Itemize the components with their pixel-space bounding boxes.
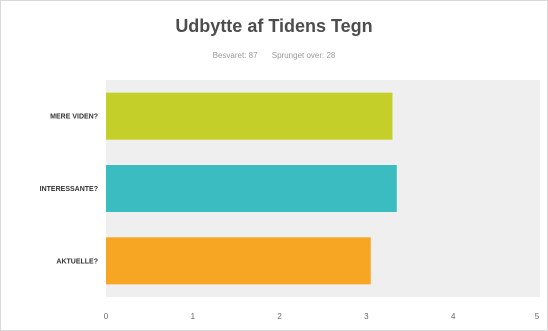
category-label-0: MERE VIDEN? (50, 114, 98, 121)
x-tick-label-0: 0 (104, 312, 109, 321)
x-tick-label-3: 3 (364, 312, 369, 321)
answered-count: Besvaret: 87 (212, 51, 258, 60)
x-tick-label-2: 2 (277, 312, 282, 321)
skipped-count: Sprunget over: 28 (271, 51, 336, 60)
bar-2 (106, 237, 371, 285)
x-tick-label-5: 5 (535, 312, 540, 321)
bars-group (106, 92, 397, 285)
category-label-1: INTERESSANTE? (40, 186, 98, 193)
chart-subtitle: Besvaret: 87 Sprunget over: 28 (0, 51, 548, 60)
bar-0 (106, 92, 393, 140)
chart-title: Udbytte af Tidens Tegn (175, 16, 373, 36)
bar-1 (106, 164, 397, 213)
category-label-2: AKTUELLE? (56, 258, 98, 265)
x-tick-label-1: 1 (191, 312, 196, 321)
x-axis-ticks: 0 1 2 3 4 5 (104, 312, 540, 321)
category-labels: MERE VIDEN? INTERESSANTE? AKTUELLE? (40, 114, 98, 266)
x-tick-label-4: 4 (451, 312, 456, 321)
